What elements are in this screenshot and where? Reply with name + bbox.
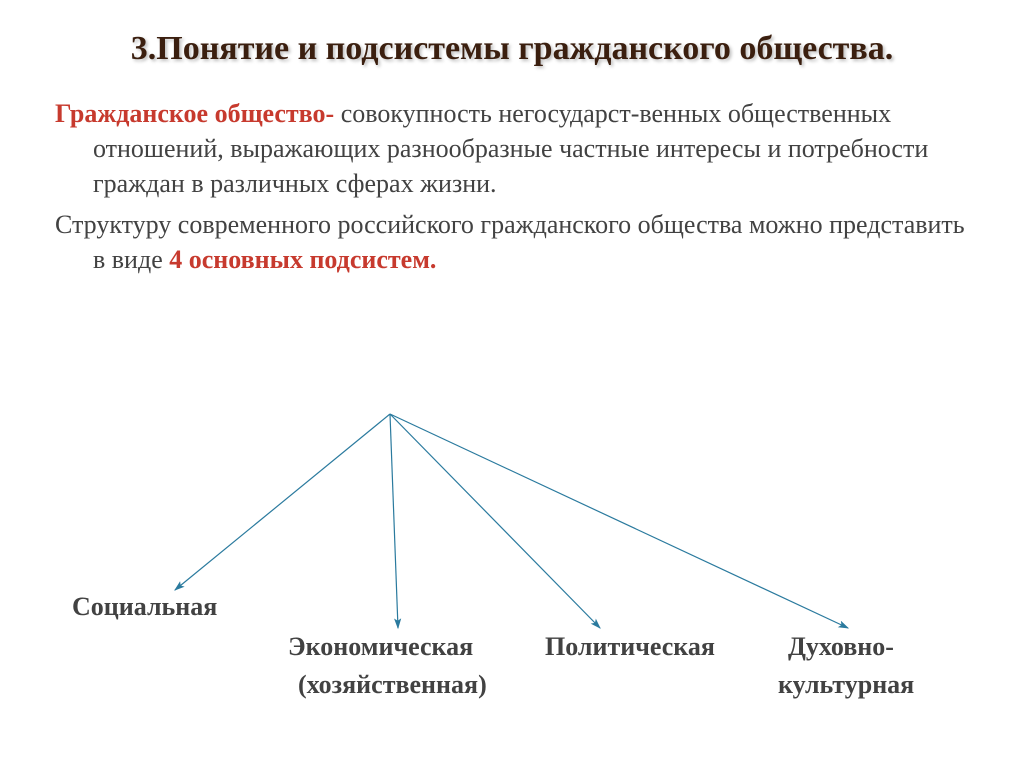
body-text: Гражданское общество- совокупность негос… [55,96,969,277]
subsystem-label: Духовно- [788,632,894,662]
definition-paragraph: Гражданское общество- совокупность негос… [55,96,969,201]
subsystem-label: культурная [778,670,914,700]
term-highlight: Гражданское общество- [55,99,334,128]
slide-title: 3.Понятие и подсистемы гражданского обще… [55,30,969,68]
subsystem-label: (хозяйственная) [298,670,487,700]
subsystem-label: Экономическая [288,632,473,662]
subsystem-label: Политическая [545,632,715,662]
count-highlight: 4 основных подсистем. [169,245,436,274]
structure-paragraph: Структуру современного российского гражд… [55,207,969,277]
slide: 3.Понятие и подсистемы гражданского обще… [0,0,1024,767]
subsystem-label: Социальная [72,592,217,622]
